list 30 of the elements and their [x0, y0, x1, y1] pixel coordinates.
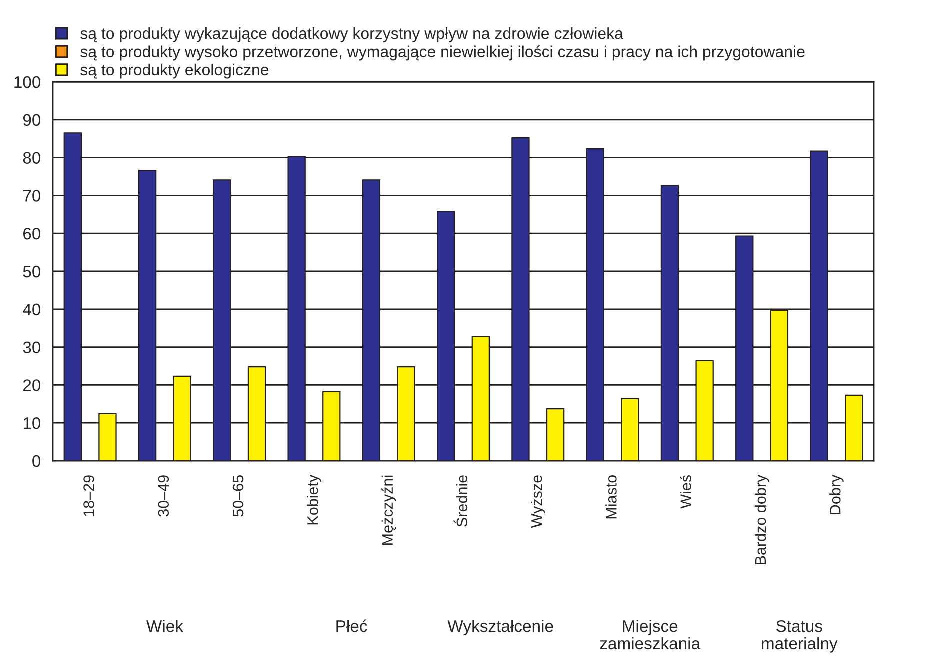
legend-label: są to produkty wykazujące dodatkowy korzystny wpływ na zdrowie człowieka — [80, 28, 624, 42]
y-tick-label: 10 — [24, 418, 41, 430]
text: Płeć — [336, 620, 368, 632]
x-tick-label: Dobry — [830, 474, 844, 514]
text: Status materialny — [762, 620, 838, 653]
text: Wiek — [146, 620, 184, 632]
x-tick-label: Wyższe — [531, 476, 546, 528]
y-tick-label: 80 — [23, 152, 41, 164]
y-tick-label: 40 — [23, 304, 41, 316]
y-tick-label: 70 — [24, 190, 41, 202]
x-tick-label: Kobiety — [307, 474, 322, 525]
text: Miejsce zamieszkania — [600, 620, 701, 650]
y-tick-label: 20 — [23, 380, 41, 392]
x-tick-label: Bardzo dobry — [754, 474, 770, 564]
x-tick-label: Mężczyźni — [382, 476, 396, 545]
x-tick-label: Miasto — [606, 476, 617, 519]
x-tick-label: Średnie — [454, 476, 468, 527]
x-tick-label: 30–49 — [158, 476, 170, 517]
y-tick-label: 50 — [23, 266, 41, 278]
y-tick-label: 90 — [23, 114, 41, 126]
legend-label: są to produkty wysoko przetworzone, wymagające niewielkiej ilości czasu i pracy na ich przygotowanie — [80, 46, 805, 61]
x-tick-label: 50–65 — [232, 476, 244, 517]
y-tick-label: 0 — [32, 455, 41, 468]
x-tick-label: Wieś — [680, 475, 692, 509]
y-tick-label: 100 — [14, 76, 41, 88]
legend-label: są to produkty ekologiczne — [80, 64, 269, 79]
x-tick-label: 18–29 — [84, 476, 94, 516]
y-tick-label: 60 — [24, 228, 41, 240]
y-tick-label: 30 — [23, 342, 41, 354]
text: Wykształcenie — [448, 620, 554, 636]
